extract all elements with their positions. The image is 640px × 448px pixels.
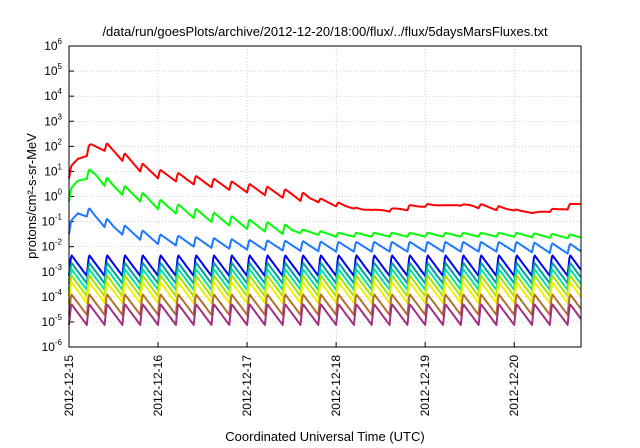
series-line — [68, 268, 582, 291]
chart-title: /data/run/goesPlots/archive/2012-12-20/1… — [102, 24, 548, 39]
grid-lines — [68, 45, 581, 348]
y-tick-label: 102 — [44, 137, 62, 153]
series-line — [68, 281, 582, 304]
y-tick-label: 103 — [44, 112, 62, 128]
y-tick-label: 10-6 — [42, 338, 63, 354]
x-tick-label: 2012-12-18 — [329, 355, 343, 417]
series-line — [68, 274, 582, 298]
series-line — [68, 254, 582, 277]
series-line — [68, 142, 582, 214]
series-group — [68, 142, 582, 326]
y-tick-label: 105 — [44, 62, 62, 78]
y-tick-label: 10-4 — [42, 288, 63, 304]
y-tick-label: 101 — [44, 162, 62, 178]
plot-frame — [68, 45, 582, 348]
y-tick-label: 106 — [44, 37, 62, 53]
x-tick-label: 2012-12-19 — [418, 355, 432, 417]
series-line — [68, 293, 582, 316]
x-tick-labels: 2012-12-15 2012-12-16 2012-12-17 2012-12-18… — [62, 355, 521, 417]
y-tick-label: 100 — [44, 188, 62, 204]
y-tick-label: 10-2 — [42, 238, 63, 254]
y-tick-labels: 10-6 10-5 10-4 10-3 10-2 10-1 100 101 102 103 104 1… — [42, 37, 63, 354]
y-tick-label: 10-3 — [42, 263, 63, 279]
series-line — [68, 168, 582, 240]
series-line — [68, 303, 582, 326]
y-tick-label: 104 — [44, 87, 62, 103]
x-tick-label: 2012-12-16 — [151, 355, 165, 417]
x-axis-title: Coordinated Universal Time (UTC) — [225, 429, 424, 444]
x-tick-label: 2012-12-15 — [62, 355, 76, 417]
y-axis-title: protons/cm²-s-sr-MeV — [24, 133, 39, 259]
y-tick-label: 10-1 — [42, 213, 63, 229]
x-tick-label: 2012-12-17 — [240, 355, 254, 417]
series-line — [68, 207, 582, 255]
x-tick-label: 2012-12-20 — [507, 355, 521, 417]
y-tick-label: 10-5 — [42, 313, 63, 329]
series-line — [68, 262, 582, 285]
